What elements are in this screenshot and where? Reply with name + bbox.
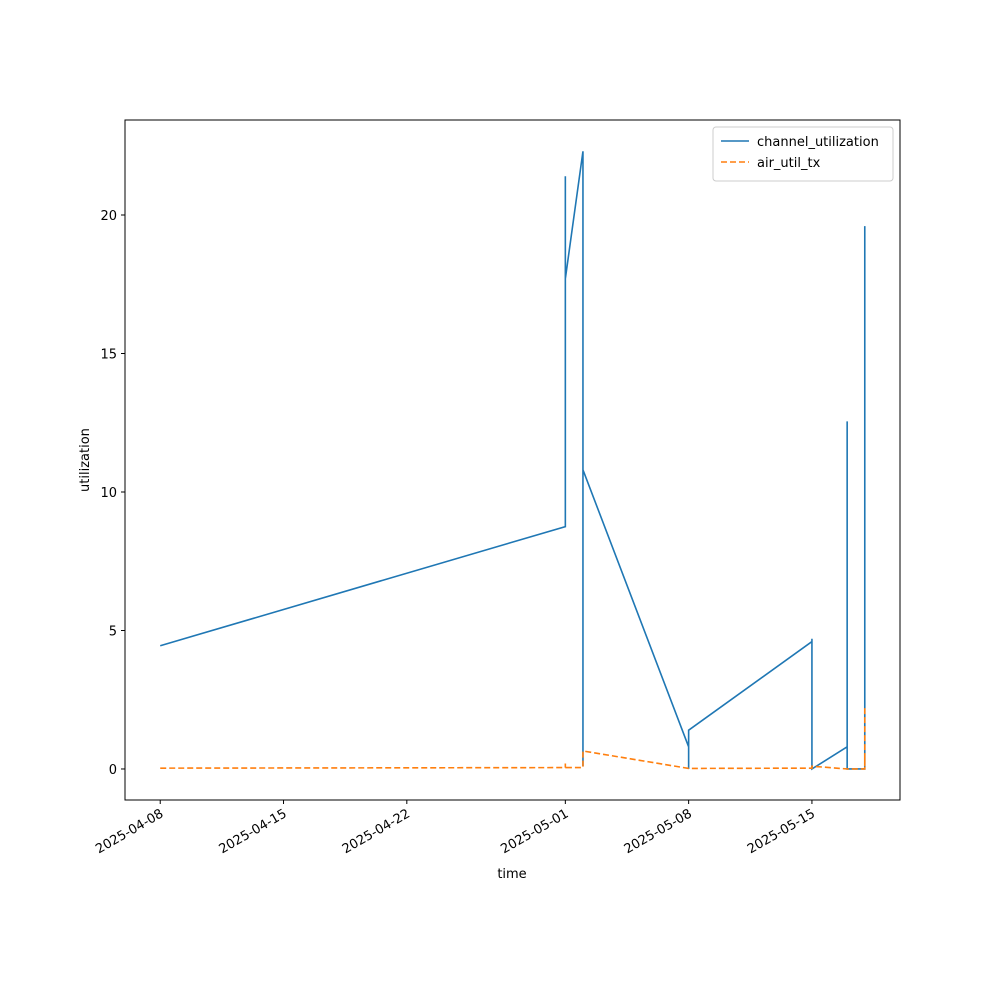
y-tick-label: 5 [109, 624, 117, 639]
legend: channel_utilization air_util_tx [712, 126, 894, 182]
x-axis-label: time [497, 867, 526, 882]
plot-frame [124, 119, 901, 801]
legend-box [712, 126, 894, 182]
x-tick-label: 2025-05-01 [498, 806, 571, 857]
x-tick-label: 2025-04-08 [93, 806, 166, 857]
y-tick-label: 20 [100, 209, 117, 224]
legend-label: air_util_tx [757, 156, 821, 171]
x-tick-label: 2025-05-15 [745, 806, 818, 857]
x-tick-label: 2025-05-08 [622, 806, 695, 857]
x-tick-label: 2025-04-15 [217, 806, 290, 857]
y-tick-label: 15 [100, 347, 117, 362]
x-tick-label: 2025-04-22 [340, 806, 413, 857]
y-tick-label: 0 [109, 763, 117, 778]
line-series [160, 705, 866, 770]
line-series [160, 151, 866, 771]
y-tick-label: 10 [100, 486, 117, 501]
legend-label: channel_utilization [757, 135, 879, 150]
y-axis-label: utilization [78, 428, 93, 492]
